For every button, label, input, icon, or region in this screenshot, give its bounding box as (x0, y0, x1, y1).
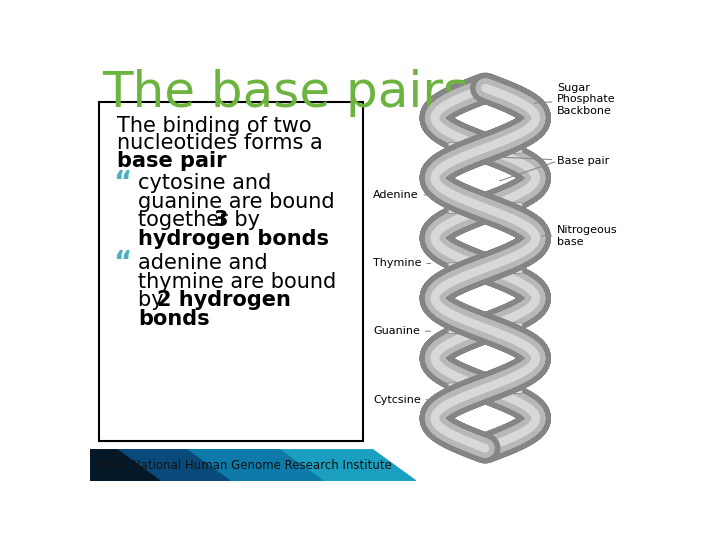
Text: The binding of two: The binding of two (117, 116, 312, 136)
Text: T<A: T<A (477, 204, 493, 213)
Text: G)C: G)C (478, 323, 492, 333)
Text: nucleotides forms a: nucleotides forms a (117, 133, 323, 153)
Text: “: “ (113, 249, 132, 278)
Polygon shape (90, 450, 160, 481)
FancyBboxPatch shape (449, 383, 522, 394)
FancyBboxPatch shape (449, 323, 522, 334)
FancyBboxPatch shape (449, 262, 522, 273)
Text: A<T: A<T (477, 264, 493, 273)
Text: Nitrogeous
base: Nitrogeous base (542, 225, 618, 247)
Text: by: by (138, 291, 171, 310)
Text: .: . (182, 151, 189, 171)
Text: Base pair: Base pair (503, 156, 610, 166)
Text: T>A: T>A (477, 384, 493, 393)
Polygon shape (90, 450, 415, 481)
Text: NIH - National Human Genome Research Institute: NIH - National Human Genome Research Ins… (99, 458, 392, 472)
Text: 3: 3 (213, 211, 228, 231)
Polygon shape (90, 450, 323, 481)
Text: together by: together by (138, 211, 266, 231)
Text: Guanine: Guanine (373, 326, 431, 336)
Text: guanine are bound: guanine are bound (138, 192, 335, 212)
Text: base pair: base pair (117, 151, 227, 171)
Text: thymine are bound: thymine are bound (138, 272, 336, 292)
Text: hydrogen bonds: hydrogen bonds (138, 229, 329, 249)
FancyBboxPatch shape (449, 202, 522, 213)
Text: 2 hydrogen: 2 hydrogen (157, 291, 291, 310)
Polygon shape (90, 450, 230, 481)
Text: Thymine: Thymine (373, 259, 431, 268)
Text: G|C: G|C (478, 144, 492, 152)
Text: Sugar
Phosphate
Backbone: Sugar Phosphate Backbone (534, 83, 616, 116)
Text: “: “ (113, 170, 132, 198)
Text: Cytcsine: Cytcsine (373, 395, 431, 405)
Text: The base pairs: The base pairs (102, 69, 469, 117)
Text: cytosine and: cytosine and (138, 173, 271, 193)
FancyBboxPatch shape (99, 102, 363, 441)
Text: Adenine: Adenine (373, 190, 431, 200)
Text: adenine and: adenine and (138, 253, 268, 273)
Text: bonds: bonds (138, 309, 210, 329)
FancyBboxPatch shape (449, 143, 522, 153)
